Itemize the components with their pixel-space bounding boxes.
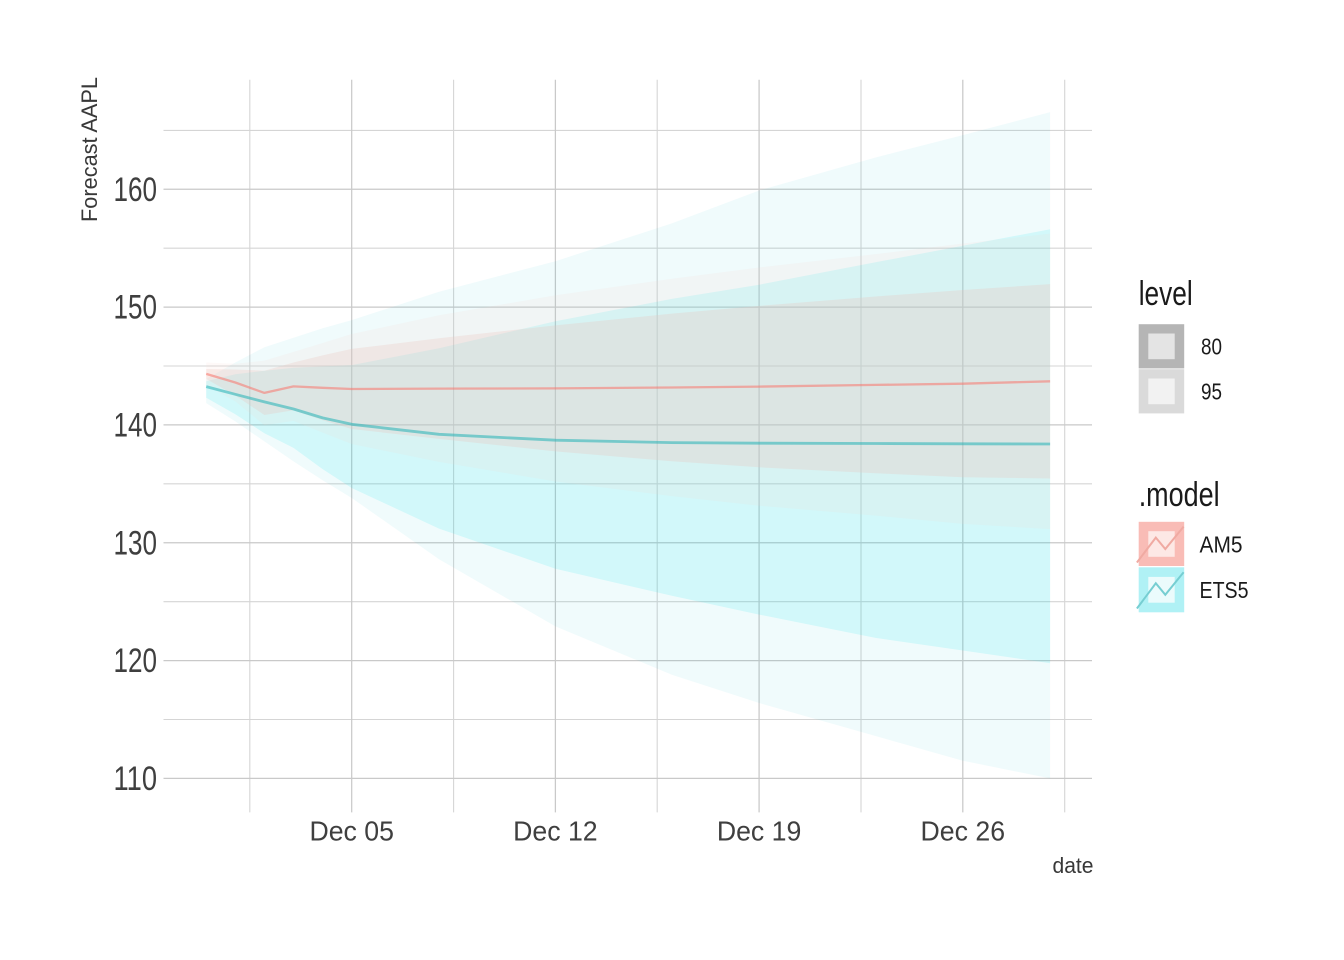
svg-text:AM5: AM5 (1200, 532, 1243, 558)
svg-text:80: 80 (1201, 334, 1222, 360)
svg-text:120: 120 (114, 642, 158, 680)
svg-text:.model: .model (1139, 476, 1220, 514)
svg-text:150: 150 (114, 289, 158, 327)
svg-text:level: level (1139, 275, 1193, 313)
svg-text:160: 160 (114, 171, 158, 209)
svg-text:130: 130 (114, 524, 158, 562)
svg-text:date: date (1053, 853, 1094, 878)
svg-text:Dec 19: Dec 19 (717, 816, 802, 847)
svg-text:Dec 26: Dec 26 (921, 816, 1006, 847)
svg-text:Dec 12: Dec 12 (513, 816, 598, 847)
svg-text:Forecast AAPL: Forecast AAPL (77, 77, 102, 222)
svg-text:ETS5: ETS5 (1200, 577, 1249, 603)
svg-text:110: 110 (114, 760, 158, 798)
svg-text:95: 95 (1201, 379, 1222, 405)
svg-text:140: 140 (114, 407, 158, 445)
svg-text:Dec 05: Dec 05 (309, 816, 394, 847)
